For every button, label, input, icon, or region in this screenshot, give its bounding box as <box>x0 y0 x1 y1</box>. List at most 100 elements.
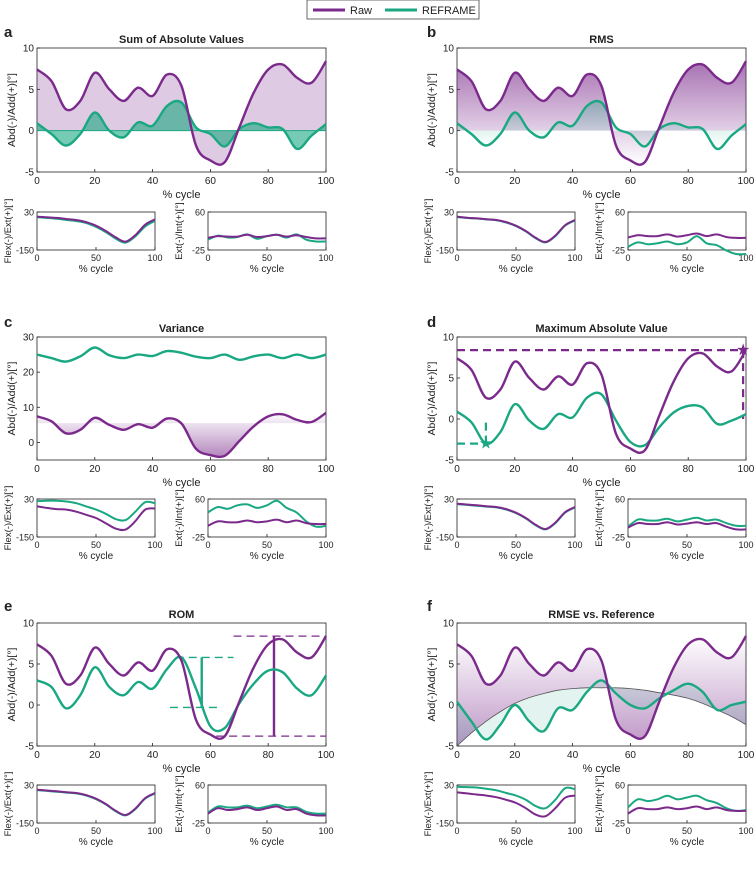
x-tick-label: 100 <box>738 826 753 836</box>
panel-title-b: RMS <box>589 34 613 46</box>
x-tick-label: 40 <box>147 464 159 475</box>
y-tick-label: -5 <box>445 168 454 179</box>
x-tick-label: 0 <box>34 826 39 836</box>
y-tick-label: -150 <box>436 533 454 543</box>
y-tick-label: -150 <box>16 533 34 543</box>
x-tick-label: 0 <box>34 540 39 550</box>
axis-box <box>36 47 327 173</box>
x-tick-label: 100 <box>318 540 333 550</box>
small-x-axis-label: % cycle <box>250 837 285 848</box>
panel-letter-a: a <box>4 24 13 41</box>
small-plots-a: 0 50 100 -150 30 % cycle Flex(-)/Ext(+)[°] 0 50 1… <box>3 199 334 275</box>
small-y-axis-label: Flex(-)/Ext(+)[°] <box>3 772 14 837</box>
x-tick-label: 50 <box>511 540 521 550</box>
x-tick-label: 60 <box>205 464 217 475</box>
y-tick-label: 0 <box>28 701 34 712</box>
small-series-raw <box>36 788 156 817</box>
panel-title-f: RMSE vs. Reference <box>548 609 654 621</box>
x-tick-label: 0 <box>454 253 459 263</box>
small-plots-d: 0 50 100 -150 30 % cycle Flex(-)/Ext(+)[°] 0 50 1… <box>423 486 754 562</box>
x-tick-label: 40 <box>567 750 579 761</box>
y-tick-label: 20 <box>23 368 35 379</box>
y-tick-label: -150 <box>16 819 34 829</box>
small-y-axis-label: Flex(-)/Ext(+)[°] <box>423 486 434 551</box>
x-tick-label: 0 <box>454 176 460 187</box>
y-tick-label: -5 <box>25 168 34 179</box>
y-tick-label: -25 <box>192 533 205 543</box>
panel-letter-d: d <box>427 314 436 331</box>
panel-letter-b: b <box>427 24 436 41</box>
small-x-axis-label: % cycle <box>79 837 114 848</box>
x-tick-label: 0 <box>205 540 210 550</box>
y-axis-label: Abd(-)/Add(+)[°] <box>6 361 18 435</box>
x-tick-label: 50 <box>262 540 272 550</box>
small-series-raw <box>456 791 576 818</box>
x-tick-label: 40 <box>147 750 159 761</box>
y-tick-label: 5 <box>448 374 454 385</box>
x-tick-label: 40 <box>567 176 579 187</box>
x-tick-label: 0 <box>454 540 459 550</box>
small-y-axis-label: Flex(-)/Ext(+)[°] <box>423 199 434 264</box>
small-series-reframe <box>456 216 576 244</box>
small-series-raw <box>627 805 747 815</box>
y-tick-label: -25 <box>612 819 625 829</box>
x-axis-label: % cycle <box>163 189 201 201</box>
area-reframe <box>37 100 326 149</box>
panel-letter-f: f <box>427 598 433 615</box>
y-tick-label: 10 <box>443 44 455 55</box>
small-x-axis-label: % cycle <box>250 264 285 275</box>
x-tick-label: 100 <box>318 826 333 836</box>
panel-c: c Variance 0 20 40 60 80 100 0 10 20 30 % cycle Abd(-… <box>4 314 335 489</box>
y-tick-label: -5 <box>445 456 454 467</box>
y-axis-label: Abd(-)/Add(+)[°] <box>426 361 438 435</box>
y-tick-label: -25 <box>612 246 625 256</box>
axis-box <box>207 784 327 824</box>
y-tick-label: -5 <box>25 742 34 753</box>
x-tick-label: 80 <box>683 464 695 475</box>
y-tick-label: 0 <box>28 126 34 137</box>
small-series-reframe <box>456 503 576 531</box>
x-tick-label: 100 <box>738 540 753 550</box>
x-tick-label: 100 <box>738 176 755 187</box>
x-axis-label: % cycle <box>583 189 621 201</box>
x-tick-label: 0 <box>625 826 630 836</box>
small-x-axis-label: % cycle <box>79 264 114 275</box>
x-tick-label: 20 <box>89 464 101 475</box>
x-tick-label: 20 <box>509 176 521 187</box>
small-x-axis-label: % cycle <box>670 264 705 275</box>
panel-title-a: Sum of Absolute Values <box>119 34 244 46</box>
y-tick-label: 0 <box>448 701 454 712</box>
small-series-reframe <box>36 499 156 522</box>
y-tick-label: 5 <box>448 660 454 671</box>
x-tick-label: 0 <box>34 176 40 187</box>
x-tick-label: 60 <box>205 176 217 187</box>
legend: Raw REFRAME <box>306 0 480 20</box>
y-tick-label: 10 <box>443 619 455 630</box>
y-tick-label: 60 <box>615 495 625 505</box>
small-plots-c: 0 50 100 -150 30 % cycle Flex(-)/Ext(+)[°] 0 50 1… <box>3 486 334 562</box>
x-tick-label: 50 <box>682 253 692 263</box>
x-tick-label: 100 <box>318 253 333 263</box>
series-reframe <box>36 346 327 363</box>
x-tick-label: 0 <box>625 540 630 550</box>
axis-box <box>627 498 747 538</box>
series-reframe <box>456 679 747 741</box>
x-tick-label: 40 <box>567 464 579 475</box>
y-axis-label: Abd(-)/Add(+)[°] <box>6 647 18 721</box>
small-series-raw <box>207 233 327 240</box>
y-tick-label: 30 <box>444 495 454 505</box>
y-tick-label: 60 <box>195 781 205 791</box>
y-tick-label: 0 <box>448 415 454 426</box>
x-tick-label: 100 <box>738 750 755 761</box>
small-x-axis-label: % cycle <box>499 551 534 562</box>
series-reframe <box>456 391 747 448</box>
x-tick-label: 20 <box>89 750 101 761</box>
y-tick-label: -150 <box>436 819 454 829</box>
x-tick-label: 50 <box>511 826 521 836</box>
small-series-reframe <box>627 516 747 528</box>
y-tick-label: 10 <box>443 333 455 344</box>
small-y-axis-label: Ext(-)/Int(+)[°] <box>594 489 605 546</box>
x-tick-label: 100 <box>318 176 335 187</box>
